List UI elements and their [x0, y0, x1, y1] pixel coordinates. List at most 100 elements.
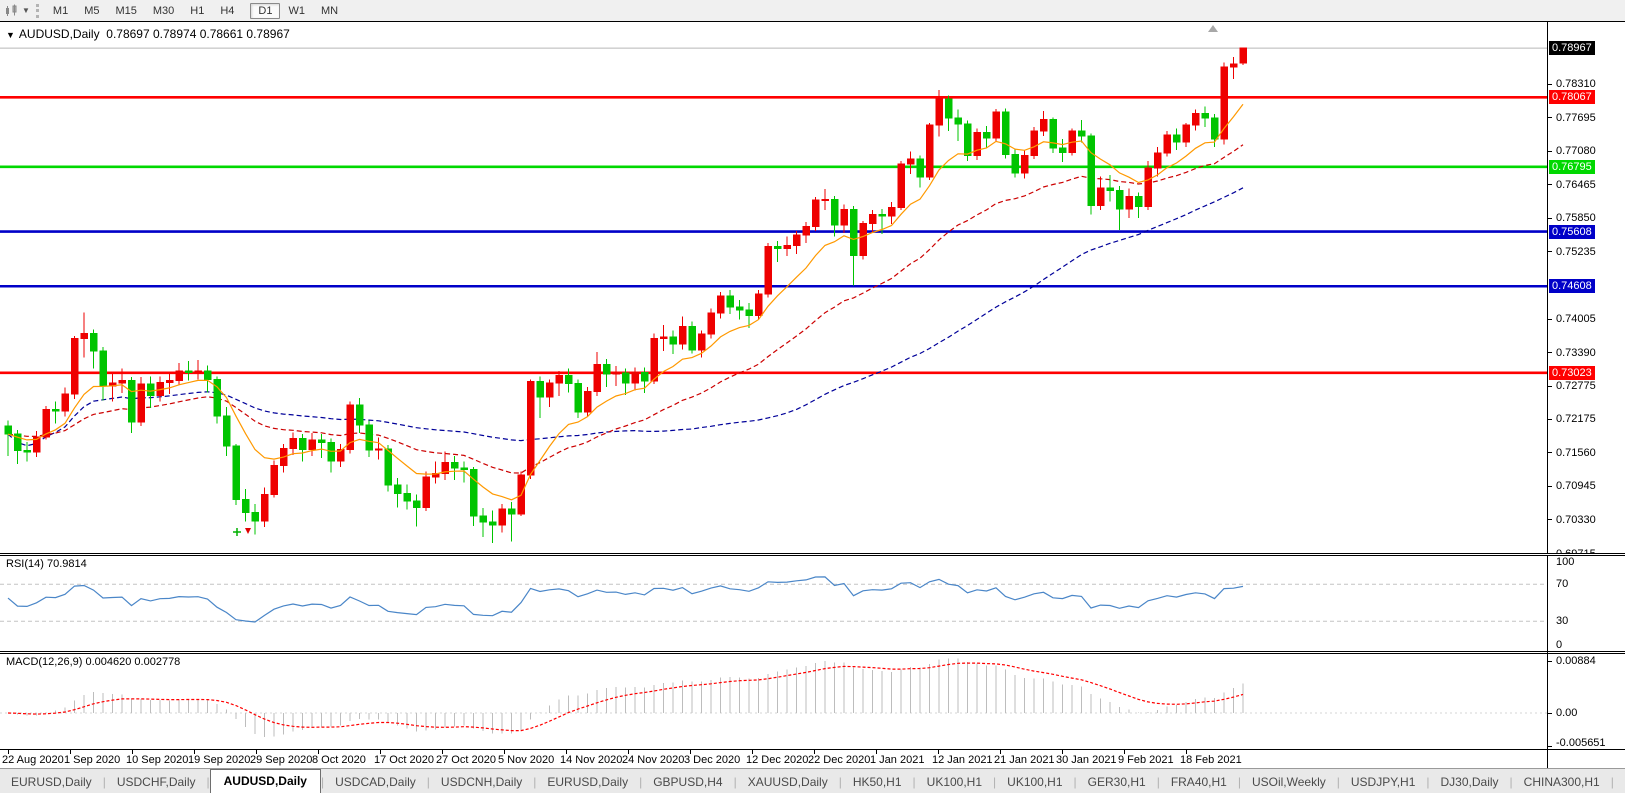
tab-separator: | [912, 775, 916, 789]
macd-plot[interactable]: MACD(12,26,9) 0.004620 0.002778 [0, 654, 1548, 752]
timeframe-button-M5[interactable]: M5 [84, 4, 100, 17]
ma-mid-line [7, 144, 1244, 474]
chart-tab-usdcnh-daily[interactable]: USDCNH,Daily [440, 775, 523, 789]
tab-separator: | [733, 775, 737, 789]
tab-separator: | [1336, 775, 1340, 789]
price-tick-label: 0.71560 [1556, 446, 1596, 459]
date-tick [938, 750, 939, 754]
price-tick-label: 0.78310 [1556, 78, 1596, 90]
date-label: 30 Jan 2021 [1056, 754, 1117, 766]
price-tick [1548, 184, 1552, 186]
main-chart-plot[interactable]: ▼ AUDUSD,Daily 0.78697 0.78974 0.78661 0.… [0, 22, 1548, 553]
chart-tab-usdcad-daily[interactable]: USDCAD,Daily [335, 775, 416, 789]
toolbar-grip[interactable] [35, 3, 39, 18]
sell-marker-icon [245, 528, 251, 534]
date-label: 27 Oct 2020 [436, 754, 496, 766]
rsi-axis[interactable]: 100 70 30 0 [1548, 556, 1625, 654]
timeframe-button-M1[interactable]: M1 [52, 4, 69, 17]
hline-price-label: 0.73023 [1549, 365, 1595, 380]
chart-tab-uk100-h1[interactable]: UK100,H1 [926, 775, 983, 789]
timeframe-button-H1[interactable]: H1 [190, 4, 205, 17]
chart-tab-audusd-daily[interactable]: AUDUSD,Daily [209, 769, 321, 793]
date-label: 21 Jan 2021 [994, 754, 1055, 766]
chart-tab-ger30-h1[interactable]: GER30,H1 [1087, 775, 1146, 789]
date-label: 10 Sep 2020 [126, 754, 189, 766]
chart-periods-icon[interactable] [3, 3, 21, 18]
chart-tab-dj30-daily[interactable]: DJ30,Daily [1440, 775, 1499, 789]
chart-tab-eurusd-daily[interactable]: EURUSD,Daily [11, 775, 92, 789]
chart-window: ▼ AUDUSD,Daily 0.78697 0.78974 0.78661 0.… [0, 21, 1625, 770]
rsi-axis-label: 100 [1556, 556, 1575, 568]
chart-tab-fra40-h1[interactable]: FRA40,H1 [1170, 775, 1227, 789]
chart-tab-china300-h1[interactable]: CHINA300,H1 [1523, 775, 1600, 789]
date-tick [1186, 750, 1187, 754]
chart-tab-gbpusd-h4[interactable]: GBPUSD,H4 [653, 775, 723, 789]
macd-tick [1548, 746, 1552, 748]
symbol-dropdown-icon[interactable]: ▼ [6, 30, 15, 40]
timeframe-button-H4[interactable]: H4 [220, 4, 235, 17]
timeframe-button-W1[interactable]: W1 [288, 4, 305, 17]
rsi-value: 70.9814 [46, 558, 87, 570]
chart-tab-uk100-h1[interactable]: UK100,H1 [1007, 775, 1063, 789]
chart-tab-hk50-h1[interactable]: HK50,H1 [852, 775, 902, 789]
date-label: 1 Jan 2021 [870, 754, 925, 766]
chart-tab-u[interactable]: U [1614, 771, 1625, 793]
candlestick-chart-svg[interactable] [0, 22, 1547, 553]
rsi-plot[interactable]: RSI(14) 70.9814 [0, 556, 1548, 654]
date-tick [690, 750, 691, 754]
date-axis-strip[interactable]: 22 Aug 2020 1 Sep 2020 10 Sep 2020 19 Sep 2… [0, 750, 1548, 770]
price-tick-label: 0.73390 [1556, 346, 1596, 359]
macd-axis-label: 0.00 [1556, 707, 1578, 719]
date-tick [752, 750, 753, 754]
dropdown-caret-icon[interactable]: ▼ [22, 6, 30, 15]
main-chart-panel: ▼ AUDUSD,Daily 0.78697 0.78974 0.78661 0.… [0, 22, 1625, 553]
price-tick-label: 0.76465 [1556, 178, 1596, 191]
chart-shift-marker-icon[interactable] [1208, 25, 1218, 32]
chart-tab-usdchf-daily[interactable]: USDCHF,Daily [116, 775, 196, 789]
chart-tab-usoil-weekly[interactable]: USOil,Weekly [1251, 775, 1326, 789]
date-tick [318, 750, 319, 754]
macd-chart-svg[interactable] [0, 654, 1547, 749]
chart-tab-xauusd-daily[interactable]: XAUUSD,Daily [747, 775, 828, 789]
hline-price-label: 0.74608 [1549, 279, 1595, 294]
date-tick [814, 750, 815, 754]
tab-separator: | [426, 775, 430, 789]
chart-tab-eurusd-daily[interactable]: EURUSD,Daily [547, 775, 629, 789]
timeframe-button-D1[interactable]: D1 [250, 2, 281, 19]
chart-title: ▼ AUDUSD,Daily 0.78697 0.78974 0.78661 0.… [6, 27, 290, 41]
price-tick-label: 0.74005 [1556, 313, 1596, 326]
macd-values: 0.004620 0.002778 [85, 656, 181, 668]
price-tick [1548, 117, 1552, 119]
macd-axis[interactable]: 0.00884 0.00 -0.005651 [1548, 654, 1625, 752]
rsi-panel: RSI(14) 70.9814 100 70 30 0 [0, 553, 1625, 654]
chart-tab-bar: EURUSD,Daily | USDCHF,Daily | AUDUSD,Daily | U… [0, 768, 1625, 793]
date-label: 1 Sep 2020 [64, 754, 121, 766]
price-tick-label: 0.70330 [1556, 513, 1596, 526]
rsi-axis-label: 70 [1556, 578, 1569, 591]
macd-label: MACD(12,26,9) 0.004620 0.002778 [6, 656, 181, 668]
date-tick [628, 750, 629, 754]
rsi-axis-label: 0 [1556, 639, 1563, 651]
date-axis[interactable]: 22 Aug 2020 1 Sep 2020 10 Sep 2020 19 Sep 2… [0, 749, 1625, 770]
chart-tab-usdjpy-h1[interactable]: USDJPY,H1 [1350, 775, 1416, 789]
date-label: 12 Dec 2020 [746, 754, 809, 766]
date-tick [132, 750, 133, 754]
date-tick [8, 750, 9, 754]
rsi-label: RSI(14) 70.9814 [6, 558, 87, 570]
timeframe-button-M30[interactable]: M30 [152, 4, 175, 17]
tab-separator: | [1509, 775, 1513, 789]
tab-separator: | [206, 775, 210, 789]
date-label: 29 Sep 2020 [250, 754, 313, 766]
tab-separator: | [102, 775, 106, 789]
price-tick [1548, 385, 1552, 387]
tab-separator: | [838, 775, 842, 789]
tab-separator: | [639, 775, 643, 789]
timeframe-button-MN[interactable]: MN [320, 4, 339, 17]
rsi-chart-svg[interactable] [0, 556, 1547, 651]
price-axis[interactable]: 0.78310 0.77695 0.77080 0.76465 0.75850 0.752… [1548, 22, 1625, 553]
timeframe-button-M15[interactable]: M15 [115, 4, 137, 17]
date-tick [256, 750, 257, 754]
date-tick [194, 750, 195, 754]
date-label: 17 Oct 2020 [374, 754, 434, 766]
price-tick-label: 0.75850 [1556, 212, 1596, 225]
